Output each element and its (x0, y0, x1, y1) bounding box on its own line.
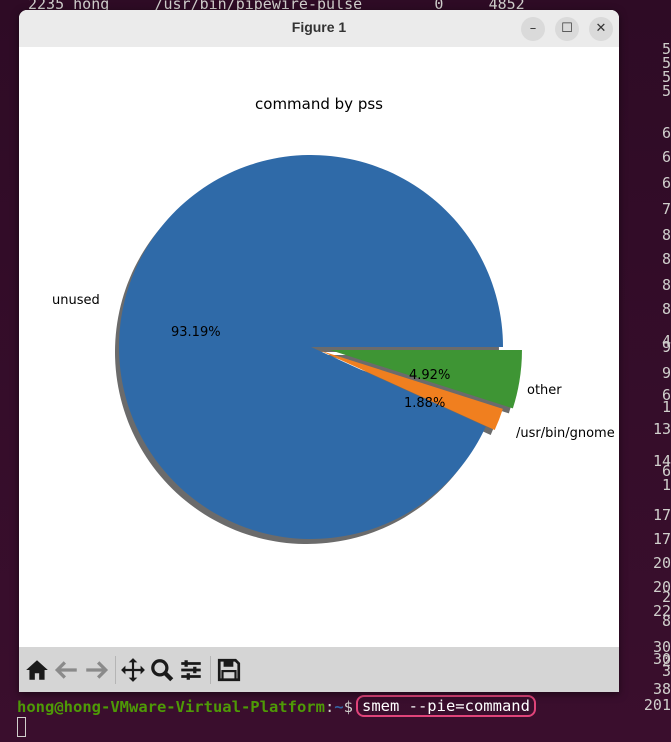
home-icon[interactable] (24, 657, 50, 683)
prompt-dollar: $ (343, 698, 353, 716)
maximize-button[interactable]: ☐ (555, 17, 579, 41)
prompt-path: ~ (334, 698, 344, 716)
terminal-output-value: 6 (661, 386, 671, 404)
terminal-output-value: 4 (661, 332, 671, 350)
pie-percent-label: 93.19% (171, 325, 221, 340)
command-text: smem --pie=command (355, 695, 536, 717)
terminal-output-value: 22 (652, 602, 671, 620)
forward-icon[interactable] (83, 657, 109, 683)
terminal-output-value: 201 (643, 696, 671, 714)
pie-slice (329, 349, 522, 409)
terminal-output-value: 6 (661, 124, 671, 142)
pie-percent-label: 1.88% (404, 396, 445, 411)
terminal-output-value: 38 (652, 680, 671, 698)
terminal-output-value: 17 (652, 530, 671, 548)
terminal-output-value: 8 (661, 250, 671, 268)
terminal-output-value: 6 (661, 148, 671, 166)
terminal-output-value: 17 (652, 506, 671, 524)
terminal-output-line: 2235 hong /usr/bin/pipewire-pulse 0 4852 (28, 0, 525, 13)
toolbar-separator (210, 656, 211, 684)
terminal-output-value: 6 (661, 174, 671, 192)
configure-subplots-icon[interactable] (178, 657, 204, 683)
terminal-output-value: 2 (661, 588, 671, 606)
terminal-output-value: 5 (661, 54, 671, 72)
terminal-output-value: 30 (652, 638, 671, 656)
pan-icon[interactable] (120, 657, 146, 683)
terminal-output-value: 20 (652, 578, 671, 596)
prompt-user-host: hong@hong-VMware-Virtual-Platform (17, 698, 325, 716)
terminal-output-value: 13 (652, 420, 671, 438)
terminal-output-value: 9 (661, 338, 671, 356)
figure-canvas[interactable]: command by pss unused 93.19% /usr/bin/gnom… (19, 47, 619, 657)
pie-slice (119, 154, 504, 539)
chart-title: command by pss (255, 95, 383, 113)
terminal-output-value: 1 (661, 398, 671, 416)
pie-chart: command by pss unused 93.19% /usr/bin/gnom… (52, 95, 615, 544)
terminal-output-value: 20 (652, 554, 671, 572)
matplotlib-toolbar (19, 647, 619, 692)
terminal-prompt[interactable]: hong@hong-VMware-Virtual-Platform:~$ smem… (17, 695, 536, 718)
terminal-cursor (17, 717, 26, 737)
save-icon[interactable] (216, 657, 242, 683)
terminal-output-value: 8 (661, 300, 671, 318)
pie-label: other (527, 383, 562, 398)
toolbar-separator (115, 656, 116, 684)
terminal-output-value: 6 (661, 462, 671, 480)
terminal-output-value: 5 (661, 82, 671, 100)
close-button[interactable]: ✕ (589, 17, 613, 41)
terminal-output-value: 2 (661, 652, 671, 670)
terminal-output-value: 8 (661, 226, 671, 244)
pie-label: /usr/bin/gnome (516, 426, 615, 441)
terminal-output-value: 8 (661, 276, 671, 294)
pie-slice (319, 350, 503, 431)
minimize-button[interactable]: – (521, 17, 545, 41)
terminal-output-value: 3 (661, 662, 671, 680)
pie-label: unused (52, 293, 100, 308)
terminal-output-value: 30 (652, 650, 671, 668)
prompt-colon: : (324, 698, 335, 716)
window-titlebar[interactable]: Figure 1 – ☐ ✕ (19, 10, 619, 48)
back-icon[interactable] (54, 657, 80, 683)
zoom-icon[interactable] (149, 657, 175, 683)
terminal-output-value: 5 (661, 68, 671, 86)
terminal-output-value: 9 (661, 364, 671, 382)
figure-window[interactable]: Figure 1 – ☐ ✕ command by pss unused 93.1… (19, 10, 619, 692)
terminal-output-value: 14 (652, 452, 671, 470)
terminal-output-value: 7 (661, 200, 671, 218)
terminal-output-value: 1 (661, 476, 671, 494)
pie-percent-label: 4.92% (409, 368, 450, 383)
window-title: Figure 1 (291, 19, 347, 35)
terminal-output-value: 5 (661, 40, 671, 58)
terminal-output-column: 5 5 5 5 6 6 6 7 8 8 8 8 9 4 9 6 1 13 14 1 6 17 17 20 20 22 2 8 30 30 3… (620, 40, 671, 714)
terminal-output-value: 8 (661, 612, 671, 630)
